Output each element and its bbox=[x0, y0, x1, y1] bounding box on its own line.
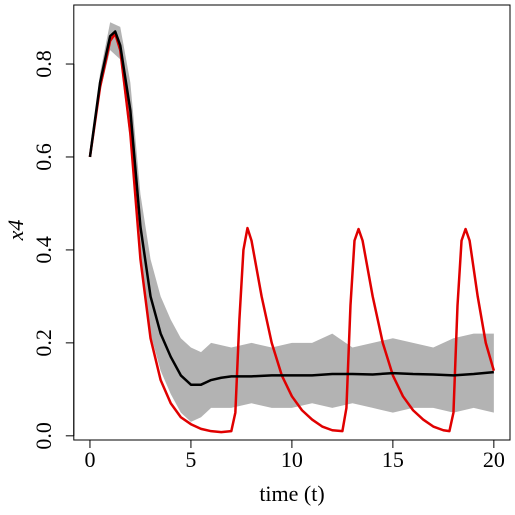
x-axis-label: time (t) bbox=[259, 481, 324, 506]
y-tick-label: 0.0 bbox=[31, 422, 56, 450]
x-tick-label: 15 bbox=[382, 447, 404, 472]
y-tick-label: 0.8 bbox=[31, 50, 56, 78]
line bbox=[88, 32, 496, 434]
y-tick-label: 0.2 bbox=[31, 329, 56, 357]
x-tick-label: 0 bbox=[84, 447, 95, 472]
x-tick-label: 10 bbox=[281, 447, 303, 472]
y-axis-label: x4 bbox=[3, 220, 28, 242]
confidence-band bbox=[89, 22, 494, 422]
x-tick-label: 5 bbox=[185, 447, 196, 472]
x-tick-label: 20 bbox=[483, 447, 505, 472]
y-tick-label: 0.6 bbox=[31, 143, 56, 171]
y-tick-label: 0.4 bbox=[31, 236, 56, 263]
line bbox=[88, 30, 494, 386]
